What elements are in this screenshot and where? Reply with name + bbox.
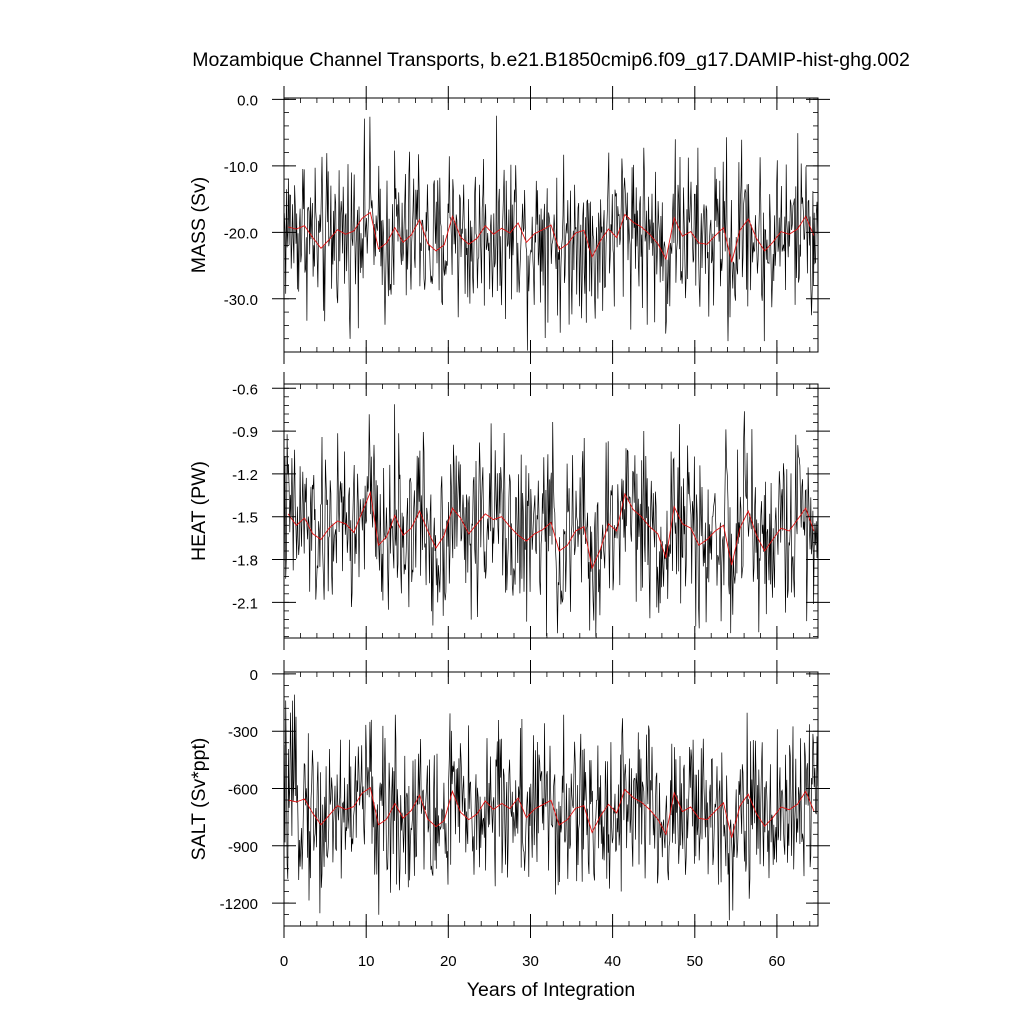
y-tick-label: 0 [250, 667, 258, 684]
y-tick-label: -1.8 [232, 553, 258, 570]
series-annual-mean-line [287, 786, 815, 838]
series-monthly-line [283, 694, 819, 921]
x-tick-label: 60 [769, 953, 786, 970]
x-axis-label: Years of Integration [467, 979, 635, 1001]
series-monthly-line [283, 404, 819, 637]
y-tick-label: -10.0 [224, 159, 258, 176]
y-tick-label: -0.9 [232, 424, 258, 441]
y-tick-label: -1.5 [232, 510, 258, 527]
x-tick-label: 20 [440, 953, 457, 970]
plot-frame [283, 671, 819, 927]
panel-1: 0.0 -10.0 -20.0 -30.0 MASS (Sv) [188, 86, 830, 364]
y-tick-label: -2.1 [232, 595, 258, 612]
y-tick-label: -30.0 [224, 292, 258, 309]
x-tick-label: 0 [280, 953, 288, 970]
y-tick-label: -1.2 [232, 467, 258, 484]
series-annual-mean-line [287, 211, 815, 263]
y-tick-label: -600 [228, 781, 258, 798]
y-axis-label: MASS (Sv) [188, 177, 210, 273]
y-tick-label: -900 [228, 839, 258, 856]
y-tick-label: 0.0 [237, 92, 258, 109]
x-tick-label: 50 [686, 953, 703, 970]
series-monthly-line [283, 115, 819, 351]
x-tick-label: 10 [358, 953, 375, 970]
series-annual-mean-line [287, 490, 815, 570]
y-tick-label: -1200 [220, 896, 258, 913]
y-tick-label: -20.0 [224, 225, 258, 242]
y-tick-label: -300 [228, 724, 258, 741]
panel-2: -0.6 -0.9 -1.2 -1.5 -1.8 -2.1 HEAT (PW) [188, 372, 830, 650]
x-tick-label: 40 [604, 953, 621, 970]
x-tick-label: 30 [522, 953, 539, 970]
chart-title: Mozambique Channel Transports, b.e21.B18… [192, 49, 910, 71]
y-axis-label: SALT (Sv*ppt) [188, 738, 210, 861]
y-axis-label: HEAT (PW) [188, 461, 210, 561]
plot-frame [283, 97, 819, 353]
plot-frame [283, 383, 819, 639]
y-tick-label: -0.6 [232, 381, 258, 398]
panel-3: 0 -300 -600 -900 -1200 SALT (Sv*ppt) [188, 660, 830, 938]
